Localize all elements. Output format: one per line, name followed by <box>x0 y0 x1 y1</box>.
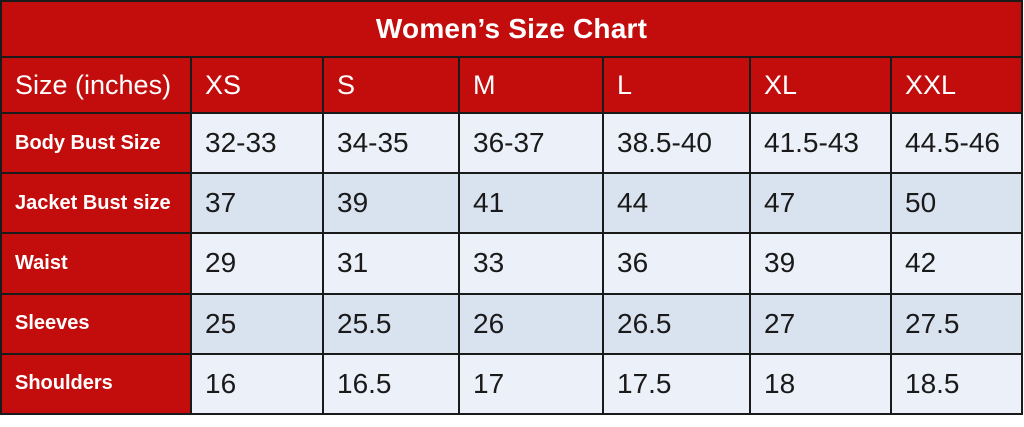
data-cell: 16.5 <box>322 352 460 416</box>
row-label: Sleeves <box>0 292 192 355</box>
data-cell: 41 <box>458 172 604 235</box>
data-cell: 26.5 <box>602 292 751 355</box>
data-cell: 18.5 <box>889 352 1024 416</box>
data-cell: 41.5-43 <box>749 112 892 175</box>
data-cell: 36 <box>602 232 751 295</box>
size-chart-table: Women’s Size Chart Size (inches) XS S M L XL X… <box>0 0 1024 416</box>
row-label: Body Bust Size <box>0 112 192 175</box>
data-cell: 32-33 <box>190 112 324 175</box>
data-cell: 50 <box>889 172 1024 235</box>
data-cell: 33 <box>458 232 604 295</box>
data-cell: 42 <box>889 232 1024 295</box>
data-cell: 36-37 <box>458 112 604 175</box>
row-label: Shoulders <box>0 352 192 416</box>
data-cell: 31 <box>322 232 460 295</box>
data-cell: 47 <box>749 172 892 235</box>
data-cell: 27.5 <box>889 292 1024 355</box>
row-label: Jacket Bust size <box>0 172 192 235</box>
header-row: Size (inches) XS S M L XL XXL <box>0 56 1024 115</box>
data-cell: 16 <box>190 352 324 416</box>
title-row: Women’s Size Chart <box>0 0 1024 59</box>
row-label: Waist <box>0 232 192 295</box>
table-row: Waist 29 31 33 36 39 42 <box>0 232 1024 295</box>
header-cell-xs: XS <box>190 56 324 115</box>
data-cell: 26 <box>458 292 604 355</box>
data-cell: 17.5 <box>602 352 751 416</box>
data-cell: 17 <box>458 352 604 416</box>
table-row: Shoulders 16 16.5 17 17.5 18 18.5 <box>0 352 1024 416</box>
data-cell: 25 <box>190 292 324 355</box>
data-cell: 39 <box>749 232 892 295</box>
data-cell: 27 <box>749 292 892 355</box>
data-cell: 44 <box>602 172 751 235</box>
data-cell: 39 <box>322 172 460 235</box>
data-cell: 38.5-40 <box>602 112 751 175</box>
header-cell-size-inches: Size (inches) <box>0 56 192 115</box>
table-row: Jacket Bust size 37 39 41 44 47 50 <box>0 172 1024 235</box>
table-row: Body Bust Size 32-33 34-35 36-37 38.5-40 41.5… <box>0 112 1024 175</box>
header-cell-l: L <box>602 56 751 115</box>
header-cell-xl: XL <box>749 56 892 115</box>
header-cell-s: S <box>322 56 460 115</box>
data-cell: 44.5-46 <box>889 112 1024 175</box>
data-cell: 37 <box>190 172 324 235</box>
chart-title: Women’s Size Chart <box>0 0 1024 59</box>
data-cell: 34-35 <box>322 112 460 175</box>
data-cell: 29 <box>190 232 324 295</box>
data-cell: 25.5 <box>322 292 460 355</box>
header-cell-xxl: XXL <box>889 56 1024 115</box>
data-cell: 18 <box>749 352 892 416</box>
header-cell-m: M <box>458 56 604 115</box>
table-row: Sleeves 25 25.5 26 26.5 27 27.5 <box>0 292 1024 355</box>
